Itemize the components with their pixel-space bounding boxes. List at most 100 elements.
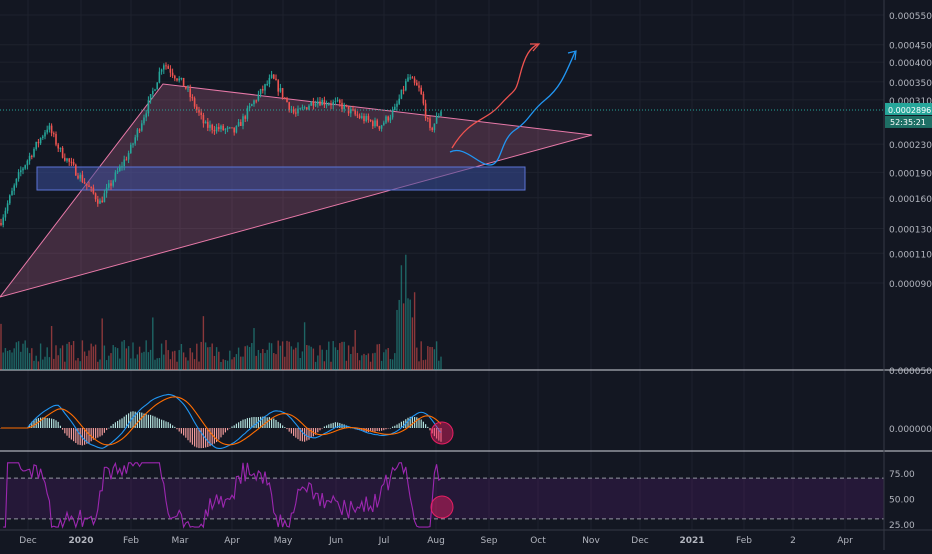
volume-bar [286,340,288,370]
candle-body [431,127,433,131]
highlight-circle [430,495,454,519]
candle-body [409,77,411,79]
volume-bar [182,352,185,370]
macd-histogram-bar [134,411,136,428]
candle-body [376,120,378,127]
candles [0,62,442,228]
volume-bar [105,360,108,370]
macd-histogram-bar [372,428,374,432]
volume-bars [0,254,442,370]
macd-histogram-bar [288,428,290,432]
volume-bar [112,345,114,370]
candle-body [112,180,114,186]
macd-histogram-bar [178,428,180,432]
volume-bar [369,361,372,370]
candle-body [33,149,35,157]
volume-bar [358,360,361,370]
macd-histogram-bar [165,421,167,428]
macd-histogram-bar [213,428,215,444]
rsi-band [0,478,884,519]
candle-body [50,125,53,134]
candle-body [295,112,297,114]
candle-body [262,89,264,91]
candle-body [121,166,123,168]
candle-body [321,100,323,106]
volume-bar [138,346,141,370]
arrow-head-red [530,43,541,52]
macd-histogram-bar [216,428,218,443]
macd-histogram-bar [81,428,83,446]
signal-line [1,396,442,446]
macd-histogram-bar [416,417,418,428]
volume-bar [193,359,196,370]
volume-bar [156,358,158,370]
volume-bar [127,346,130,370]
macd-histogram-bar [279,423,281,428]
candle-body [141,123,143,131]
candle-body [134,137,136,144]
time-tick-label: Apr [837,536,853,546]
volume-bar [339,343,341,370]
volume-bar [222,359,224,370]
volume-bar [350,354,352,370]
candle-body [99,200,101,204]
macd-histogram-bar [337,422,339,428]
candle-body [424,103,427,118]
candle-body [154,89,156,91]
volume-bar [202,316,205,370]
candle-body [420,87,422,94]
candle-body [306,107,308,110]
macd-histogram-bar [73,428,75,442]
macd-histogram-bar [229,428,231,429]
volume-bar [15,342,18,370]
volume-bar [321,349,323,370]
volume-bar [277,340,279,370]
candle-body [198,109,200,113]
candle-body [72,162,75,165]
volume-bar [301,351,304,370]
volume-bar [57,355,59,370]
macd-histogram-bar [189,428,191,443]
macd-histogram-bar [286,428,288,430]
time-tick-label: Nov [582,536,600,546]
volume-bar [387,348,389,370]
candle-body [108,183,110,188]
volume-bar [90,343,92,370]
time-axis[interactable]: Dec 2020 Feb Mar Apr May Jun Jul Aug Sep Oct Nov Dec… [0,529,932,546]
volume-bar [418,361,420,370]
volume-bar [46,347,48,370]
candle-body [405,81,407,91]
volume-bar [297,342,299,370]
projection-red [451,43,539,149]
volume-bar [431,347,433,370]
candle-body [297,108,299,114]
candle-body [222,125,224,131]
time-tick-label: Aug [427,536,445,546]
volume-bar [345,360,348,370]
candle-body [209,124,211,128]
candle-body [213,129,216,132]
macd-histogram-bar [95,428,97,439]
macd-histogram-bar [220,428,222,438]
volume-bar [427,346,429,370]
volume-bar [72,341,75,370]
candle-body [178,78,180,81]
candle-body [389,117,392,121]
volume-bar [147,352,150,370]
candle-body [59,147,62,149]
macd-histogram-bar [66,428,68,436]
candle-body [299,108,301,110]
macd-histogram-bar [277,421,279,428]
time-tick-label: Jul [378,536,390,546]
volume-bar [246,345,249,370]
macd-histogram-bar [334,422,336,428]
volume-bar [402,303,405,370]
macd-histogram-bar [40,417,42,428]
candle-body [132,143,134,145]
volume-bar [264,353,266,370]
candle-body [86,183,88,186]
